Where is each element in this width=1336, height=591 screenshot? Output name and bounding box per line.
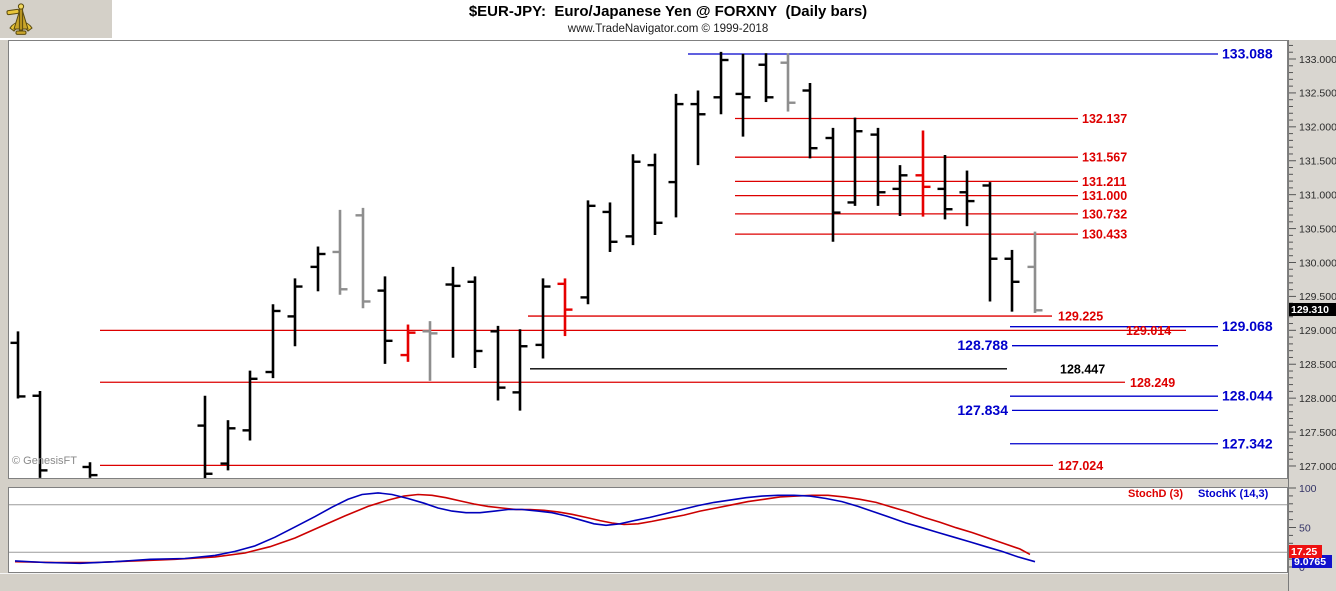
level-label: 128.447 [1060,362,1105,376]
ohlc-bar[interactable] [982,182,998,302]
price-axis-label: 130.000 [1299,257,1336,269]
ohlc-bar[interactable] [535,278,551,359]
stochd-legend-label[interactable]: StochD (3) [1128,488,1183,500]
chart-title: $EUR-JPY: Euro/Japanese Yen @ FORXNY (Da… [468,3,868,20]
ohlc-bar[interactable] [377,276,393,364]
level-label: 133.088 [1222,46,1273,62]
stochk-value-badge: 9.0765 [1292,555,1332,568]
ohlc-bar[interactable] [668,93,684,218]
panel-splitter[interactable] [0,479,1288,487]
level-label: 129.068 [1222,318,1273,334]
level-label: 128.044 [1222,388,1273,404]
ohlc-bar[interactable] [780,53,796,112]
ohlc-bar[interactable] [445,266,461,358]
price-axis-label: 129.000 [1299,325,1336,337]
level-label: 130.732 [1082,207,1127,221]
stochd-value-badge: 17.25 [1289,545,1322,558]
level-label: 129.225 [1058,310,1103,324]
ohlc-bar[interactable] [959,170,975,227]
stoch-line-StochD (3) [14,493,1031,564]
level-label: 131.000 [1082,189,1127,203]
level-label: 131.211 [1082,175,1127,189]
ohlc-bar[interactable] [735,53,751,137]
ohlc-bar[interactable] [310,246,326,292]
ohlc-bar[interactable] [870,127,886,206]
ohlc-bar[interactable] [512,329,528,411]
ohlc-bar[interactable] [557,278,573,337]
ohlc-bar[interactable] [242,370,258,441]
ohlc-bar[interactable] [625,154,641,246]
price-axis-label: 128.000 [1299,393,1336,405]
level-label: 129.014 [1126,324,1171,338]
ohlc-bar[interactable] [847,117,863,206]
level-label: 132.137 [1082,112,1127,126]
ohlc-bar[interactable] [647,153,663,236]
level-label: 131.567 [1082,151,1127,165]
level-label: 130.433 [1082,228,1127,242]
ohlc-bar[interactable] [690,90,706,166]
ohlc-bar[interactable] [1004,249,1020,312]
ohlc-bar[interactable] [422,321,438,381]
left-gutter [0,40,8,591]
ohlc-bar[interactable] [758,53,774,103]
time-axis[interactable]: Sep-18 Oct-18 [0,573,1288,591]
ohlc-bar[interactable] [1027,231,1043,314]
price-chart-panel[interactable]: 133.088 132.137 131.567 131.211 131.000 130.7… [8,40,1288,479]
ohlc-bar[interactable] [400,324,416,362]
price-axis-label: 128.500 [1299,359,1336,371]
level-label: 128.249 [1130,376,1175,390]
price-axis-label: 132.000 [1299,122,1336,134]
ohlc-bar[interactable] [287,278,303,347]
level-label: 127.342 [1222,435,1273,451]
ohlc-bar[interactable] [82,462,98,478]
level-label: 127.024 [1058,459,1103,473]
chart-subtitle: www.TradeNavigator.com © 1999-2018 [567,23,769,35]
genesisft-watermark: © GenesisFT [12,455,77,467]
last-price-badge: 129.310 [1289,303,1336,317]
price-axis-label: 131.500 [1299,156,1336,168]
ohlc-bar[interactable] [937,154,953,220]
stochk-legend-label[interactable]: StochK (14,3) [1198,488,1269,500]
level-label: 128.788 [957,337,1008,353]
price-axis-label: 133.000 [1299,54,1336,66]
header-band: $EUR-JPY: Euro/Japanese Yen @ FORXNY (Da… [0,0,1336,40]
ohlc-bar[interactable] [220,420,236,471]
ohlc-bar[interactable] [713,51,729,115]
logo-box [0,0,112,38]
ohlc-bar[interactable] [467,276,483,368]
ohlc-bar[interactable] [915,130,931,217]
ohlc-bar[interactable] [892,165,908,217]
stoch-axis-label: 100 [1299,483,1317,495]
price-axis-label: 127.500 [1299,427,1336,439]
ohlc-bar[interactable] [332,209,348,295]
price-axis-label: 131.000 [1299,189,1336,201]
price-axis-label: 129.500 [1299,291,1336,303]
ohlc-bar[interactable] [580,200,596,305]
ohlc-bar[interactable] [825,127,841,242]
stoch-line-StochK (14,3) [14,492,1036,565]
price-axis-label: 130.500 [1299,223,1336,235]
ohlc-bar[interactable] [355,207,371,309]
ohlc-bar[interactable] [10,331,26,399]
ohlc-bar[interactable] [197,395,213,478]
level-label: 127.834 [957,402,1008,418]
ohlc-bar[interactable] [265,304,281,379]
ohlc-bar[interactable] [32,391,48,478]
price-axis-label: 132.500 [1299,88,1336,100]
ohlc-bar[interactable] [802,83,818,159]
ohlc-bar[interactable] [490,325,506,401]
stochastic-canvas[interactable] [9,488,1287,572]
genesis-sextant-icon [6,3,33,35]
ohlc-bar[interactable] [602,202,618,252]
price-axis-label: 127.000 [1299,461,1336,473]
stoch-axis-label: 50 [1299,522,1311,534]
stochastic-panel[interactable] [8,487,1288,573]
